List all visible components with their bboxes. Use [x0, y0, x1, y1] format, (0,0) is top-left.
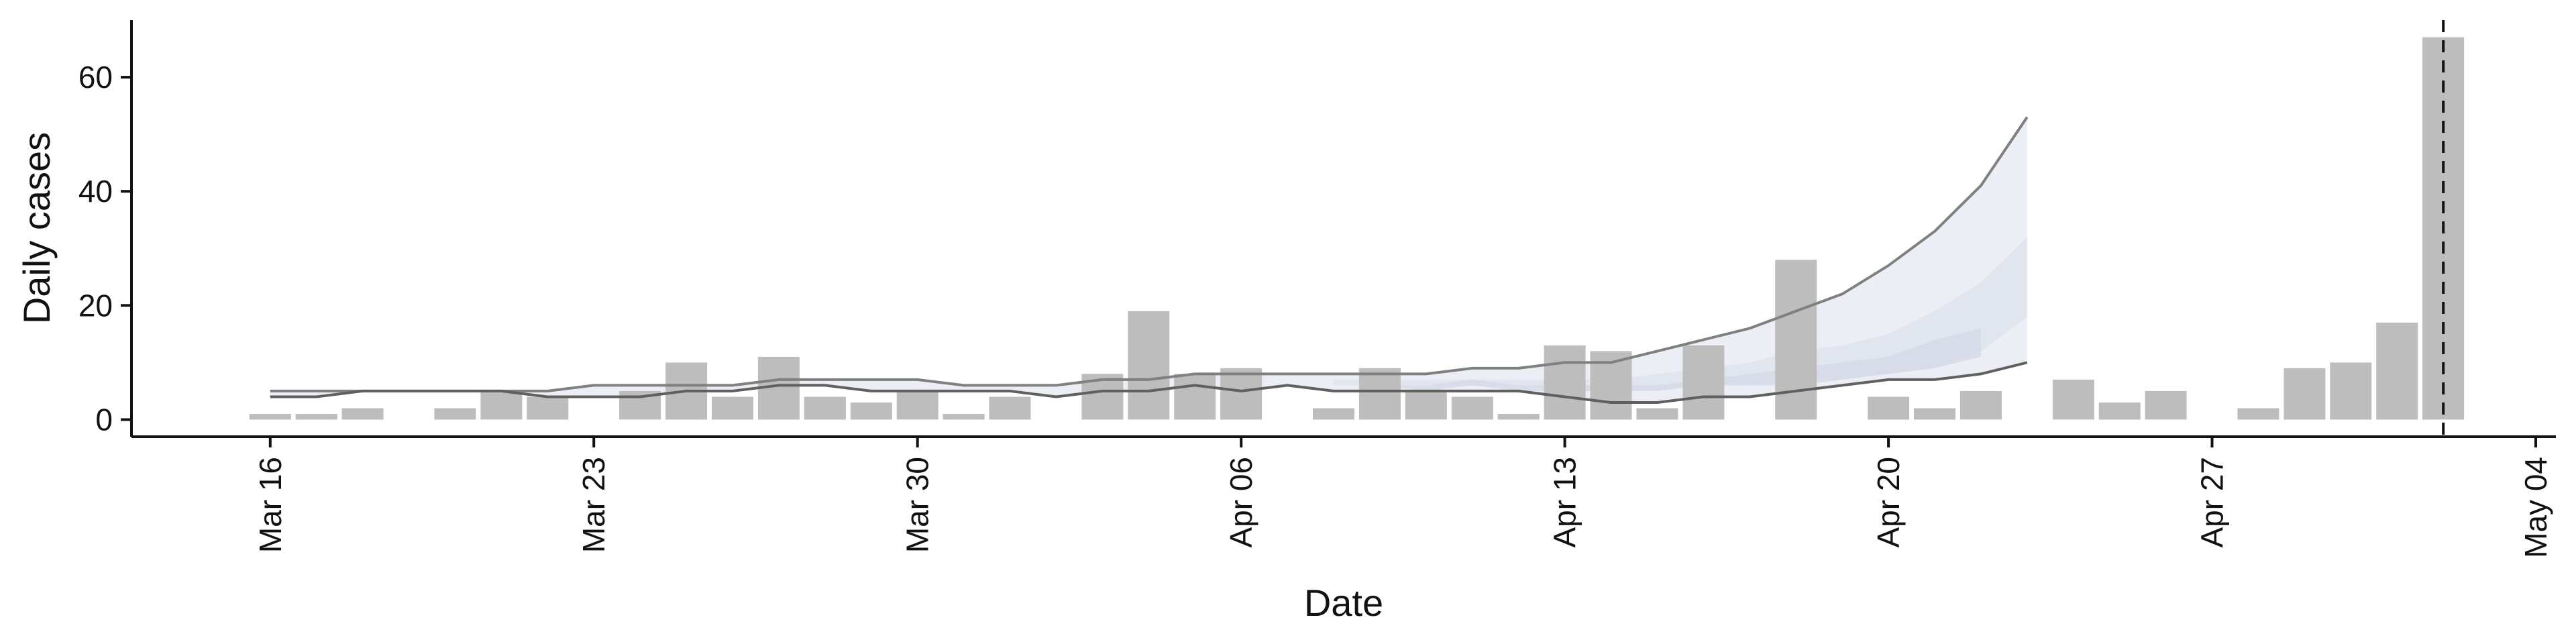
- bar: [712, 396, 753, 420]
- y-axis-title: Daily cases: [15, 132, 58, 324]
- bar: [2098, 402, 2141, 420]
- bar: [804, 396, 846, 420]
- bar: [527, 396, 569, 420]
- bar-series: [249, 37, 2465, 420]
- x-tick-label: Apr 13: [1548, 457, 1582, 548]
- y-axis-ticks: 0 20 40 60: [78, 60, 131, 437]
- bar: [2052, 379, 2094, 420]
- bar: [2330, 362, 2372, 420]
- line-series: [270, 116, 2029, 404]
- x-tick-label: Apr 27: [2195, 457, 2230, 548]
- bar: [943, 414, 985, 420]
- bar: [1313, 408, 1354, 420]
- bar: [2145, 390, 2187, 420]
- x-tick-label: Apr 06: [1224, 457, 1258, 548]
- x-tick-label: Mar 23: [576, 457, 611, 553]
- uncertainty-bands: [270, 117, 2027, 402]
- bar: [1960, 390, 2002, 420]
- bar: [434, 408, 476, 420]
- bar: [1220, 368, 1263, 420]
- bar: [1451, 396, 1493, 420]
- series-line-2: [270, 361, 2028, 404]
- x-axis-ticks: Mar 16 Mar 23 Mar 30 Apr 06 Apr 13 Apr 20 Apr …: [253, 437, 2553, 558]
- bar: [1174, 374, 1216, 420]
- bar: [896, 390, 938, 420]
- y-tick-label: 0: [95, 402, 113, 437]
- bar: [1775, 260, 1817, 420]
- bar: [1914, 408, 1955, 420]
- y-tick-label: 20: [78, 288, 113, 323]
- bar: [1636, 408, 1678, 420]
- bar: [850, 402, 892, 420]
- bar: [341, 408, 384, 420]
- bar: [2284, 368, 2326, 420]
- x-axis-title: Date: [1304, 582, 1383, 624]
- bar: [1544, 345, 1586, 420]
- bar: [1405, 390, 1447, 420]
- bar: [2376, 322, 2418, 420]
- bar: [1128, 311, 1170, 420]
- y-tick-label: 40: [78, 174, 113, 209]
- bar: [989, 396, 1031, 420]
- bar: [2237, 408, 2279, 420]
- x-tick-label: Mar 16: [253, 457, 288, 553]
- y-tick-label: 60: [78, 60, 113, 95]
- bar: [1682, 345, 1725, 420]
- uncertainty-band-2: [1334, 237, 2027, 391]
- bar: [1868, 396, 1910, 420]
- bar: [1497, 414, 1540, 420]
- bar: [295, 414, 337, 420]
- x-tick-label: Mar 30: [900, 457, 935, 553]
- x-tick-label: Apr 20: [1871, 457, 1906, 548]
- series-line-1: [270, 116, 2029, 392]
- x-tick-label: May 04: [2518, 457, 2553, 558]
- axes: [130, 20, 2556, 438]
- bar: [1358, 368, 1401, 420]
- uncertainty-band-3: [1334, 328, 1981, 391]
- bar: [249, 414, 291, 420]
- bar: [480, 390, 523, 420]
